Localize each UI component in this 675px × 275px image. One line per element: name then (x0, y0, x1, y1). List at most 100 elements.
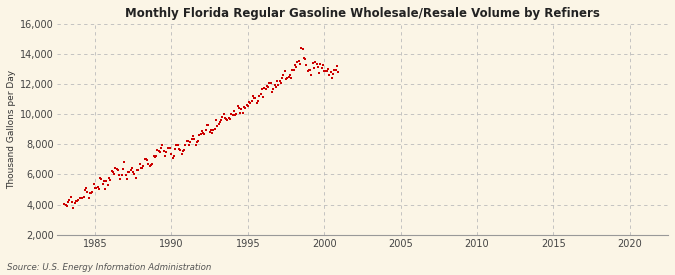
Point (126, 167, 136, 172)
Y-axis label: Thousand Gallons per Day: Thousand Gallons per Day (7, 70, 16, 189)
Point (185, 140, 196, 145)
Point (163, 146, 174, 150)
Point (111, 167, 122, 171)
Point (119, 160, 130, 164)
Point (173, 147, 184, 151)
Point (107, 170, 118, 174)
Point (190, 142, 201, 147)
Point (234, 106, 244, 110)
Point (225, 116, 236, 121)
Point (65, 195, 76, 199)
Point (204, 130, 215, 134)
Point (182, 139, 192, 143)
Point (70, 201, 80, 205)
Point (271, 85, 281, 89)
Point (134, 162, 145, 166)
Point (171, 143, 182, 148)
Point (313, 65, 323, 69)
Point (109, 172, 119, 176)
Point (90, 186, 101, 190)
Point (264, 81, 275, 85)
Point (294, 62, 305, 66)
Point (74, 196, 85, 200)
Point (317, 66, 327, 70)
Point (207, 131, 217, 135)
Point (70, 199, 81, 203)
Point (249, 96, 260, 100)
Point (120, 172, 131, 177)
Point (319, 68, 329, 73)
Point (143, 161, 154, 166)
Point (287, 68, 298, 72)
Point (99, 179, 109, 183)
Point (142, 158, 153, 162)
Point (144, 163, 155, 168)
Point (114, 173, 125, 178)
Point (282, 76, 293, 81)
Point (77, 196, 88, 200)
Point (100, 187, 111, 192)
Point (76, 196, 86, 200)
Point (304, 67, 315, 72)
Point (68, 205, 79, 210)
Point (310, 59, 321, 64)
Title: Monthly Florida Regular Gasoline Wholesale/Resale Volume by Refiners: Monthly Florida Regular Gasoline Wholesa… (125, 7, 600, 20)
Point (97, 182, 108, 186)
Point (300, 57, 310, 61)
Point (203, 123, 214, 127)
Point (331, 64, 342, 69)
Point (327, 75, 338, 80)
Point (306, 73, 317, 77)
Point (281, 76, 292, 81)
Point (291, 65, 302, 69)
Point (130, 176, 141, 181)
Point (96, 177, 107, 181)
Point (129, 172, 140, 177)
Point (255, 92, 266, 96)
Point (166, 152, 177, 156)
Point (258, 94, 269, 99)
Point (324, 72, 335, 77)
Point (87, 190, 98, 194)
Point (274, 79, 285, 84)
Point (88, 182, 99, 186)
Point (101, 178, 112, 183)
Point (92, 185, 103, 189)
Point (67, 199, 78, 204)
Point (222, 117, 233, 122)
Point (84, 190, 95, 195)
Point (192, 140, 202, 145)
Point (128, 169, 138, 174)
Point (146, 163, 157, 167)
Point (231, 112, 242, 116)
Point (140, 157, 151, 162)
Point (188, 134, 198, 138)
Point (110, 166, 121, 170)
Point (155, 150, 165, 155)
Point (82, 190, 92, 194)
Point (301, 63, 312, 68)
Point (269, 82, 280, 87)
Point (209, 127, 220, 131)
Point (180, 143, 191, 147)
Point (80, 186, 91, 191)
Point (268, 87, 279, 91)
Point (122, 177, 132, 182)
Point (139, 156, 150, 161)
Point (138, 163, 148, 168)
Point (325, 70, 336, 75)
Point (286, 76, 296, 80)
Point (278, 72, 289, 77)
Point (193, 139, 204, 143)
Point (161, 150, 171, 154)
Point (182, 139, 193, 143)
Point (275, 81, 286, 85)
Point (240, 106, 250, 110)
Point (195, 132, 206, 136)
Point (105, 178, 115, 182)
Point (333, 70, 344, 74)
Point (78, 195, 89, 199)
Point (317, 62, 328, 67)
Point (321, 68, 332, 73)
Point (273, 83, 284, 87)
